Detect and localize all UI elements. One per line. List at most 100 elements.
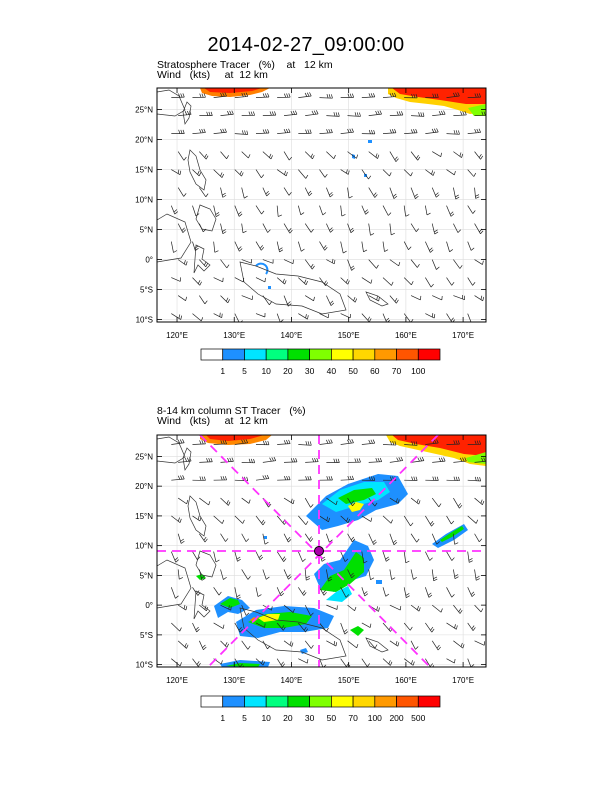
wind-barb — [403, 241, 412, 250]
bot-tracer-band-yellow — [348, 502, 364, 512]
top-colorbar: 1 5 10 20 30 40 50 60 70 100 — [200, 348, 441, 376]
wind-barb — [304, 569, 311, 581]
lon-tick-label: 160°E — [395, 331, 417, 340]
lat-tick-label: 20°N — [135, 136, 153, 145]
bot-coast-mainland — [157, 436, 186, 464]
lat-tick-label: 5°N — [140, 571, 154, 580]
marker-diagonal-nw-se — [199, 435, 431, 667]
figure-title: 2014-02-27_09:00:00 — [207, 34, 405, 56]
bot-tracer-north-west-core — [206, 435, 264, 441]
wind-barb — [199, 151, 209, 160]
wind-barb — [241, 569, 251, 580]
wind-barb — [170, 205, 178, 215]
wind-barb — [192, 241, 199, 251]
colorbar-label: 5 — [242, 366, 247, 376]
bottom-panel-label-line1: 8-14 km column ST Tracer (%) — [157, 405, 306, 417]
wind-barb — [262, 456, 277, 463]
wind-barb — [361, 476, 376, 481]
lon-tick-label: 120°E — [166, 331, 188, 340]
wind-barb — [347, 604, 357, 612]
wind-barb — [277, 439, 291, 445]
wind-barb — [404, 441, 418, 446]
top-coast-luzon — [187, 149, 207, 191]
wind-barb — [410, 569, 417, 580]
wind-barb — [199, 457, 213, 463]
wind-barb — [319, 515, 330, 523]
wind-barb — [467, 622, 476, 631]
wind-barb — [368, 259, 379, 269]
wind-barb — [213, 551, 220, 563]
wind-barb — [298, 587, 307, 596]
wind-barb — [177, 640, 189, 649]
wind-barb — [199, 295, 208, 305]
wind-barb — [262, 259, 274, 264]
colorbar-swatch — [287, 348, 310, 361]
wind-barb — [347, 497, 356, 507]
colorbar-swatch — [265, 348, 289, 361]
wind-barb — [347, 187, 353, 199]
wind-barb — [389, 456, 404, 463]
wind-barb — [220, 533, 229, 542]
wind-barb — [453, 151, 464, 158]
colorbar-label: 50 — [348, 366, 358, 376]
wind-barb — [382, 515, 393, 524]
wind-barb — [432, 110, 446, 116]
wind-barb — [326, 187, 334, 198]
bot-tracer-center-cyan — [326, 586, 352, 602]
lat-tick-label: 10°N — [135, 196, 153, 205]
wind-barb — [340, 587, 350, 598]
wind-barb — [347, 259, 355, 271]
lat-tick-label: 10°S — [136, 316, 153, 325]
bot-tracer-north-east-core — [392, 435, 486, 456]
wind-barb — [319, 622, 329, 632]
wind-barb — [446, 205, 455, 217]
bottom-axis-ticks: 120°E 130°E 140°E 150°E 160°E 170°E 25°N 20°N 15… — [135, 435, 486, 685]
wind-barb — [403, 658, 415, 666]
bot-coast-mindanao — [195, 550, 217, 578]
wind-barb — [171, 515, 182, 523]
wind-barb — [410, 604, 421, 612]
colorbar-label: 1 — [220, 713, 225, 723]
colorbar-label: 70 — [392, 366, 402, 376]
top-tracer-fill — [200, 88, 486, 289]
wind-barb — [213, 92, 227, 98]
colorbar-swatch — [287, 695, 310, 708]
colorbar-label: 20 — [283, 366, 293, 376]
wind-barb — [255, 277, 266, 283]
top-tracer-north-red-west-core — [204, 88, 262, 93]
wind-barb — [213, 440, 227, 445]
wind-barb — [389, 604, 402, 611]
wind-barb — [213, 312, 223, 318]
marker-center-circle — [314, 546, 324, 556]
top-gridlines — [157, 88, 486, 322]
wind-barb — [255, 205, 265, 215]
bot-coast-luzon — [187, 495, 207, 537]
wind-barb — [319, 128, 333, 134]
wind-barb — [340, 241, 347, 254]
colorbar-swatch — [417, 695, 441, 708]
wind-barb — [326, 112, 340, 117]
wind-barb — [446, 476, 460, 482]
wind-barb — [170, 551, 179, 563]
wind-barb — [276, 205, 282, 217]
wind-barb — [192, 93, 206, 98]
wind-barb — [255, 551, 264, 561]
wind-barb — [213, 241, 219, 253]
wind-barb — [410, 640, 419, 650]
wind-barb — [453, 604, 463, 614]
wind-barb — [241, 458, 256, 464]
wind-barb — [234, 92, 249, 98]
wind-barb — [262, 640, 271, 650]
wind-barb — [171, 277, 181, 282]
wind-barb — [340, 93, 354, 98]
wind-barb — [474, 151, 484, 160]
wind-barb — [234, 551, 241, 562]
wind-barb — [368, 640, 378, 649]
wind-barb — [177, 569, 183, 580]
bottom-panel-label-line2: Wind (kts) at 12 km — [157, 415, 268, 427]
wind-barb — [425, 622, 435, 633]
colorbar-label: 100 — [368, 713, 382, 723]
bot-coast-borneo — [157, 559, 192, 609]
colorbar-label: 100 — [411, 366, 425, 376]
colorbar-label: 500 — [411, 713, 425, 723]
